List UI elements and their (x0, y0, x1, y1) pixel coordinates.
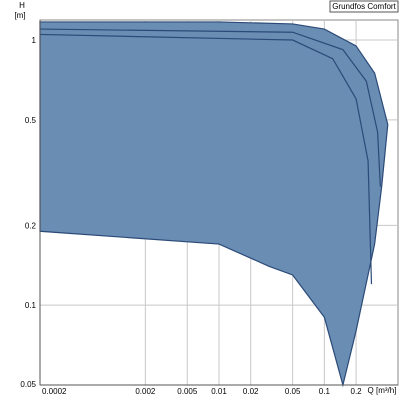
x-tick-label: 0.02 (243, 387, 259, 396)
x-axis-label: Q [m³/h] (368, 386, 397, 395)
operating-range (39, 21, 389, 388)
y-tick-label: 0.1 (25, 301, 37, 310)
y-tick-label: 0.2 (25, 221, 37, 230)
x-tick-label: 0.05 (285, 387, 301, 396)
pump-curve (39, 28, 381, 187)
x-tick-label: 0.0002 (42, 387, 67, 396)
legend-box (329, 0, 399, 13)
x-tick-label: 0.005 (177, 387, 198, 396)
pump-curve (39, 33, 373, 285)
legend-text: Grundfos Comfort (332, 2, 396, 11)
x-tick-label: 0.01 (211, 387, 227, 396)
x-tick-label: 0.002 (135, 387, 156, 396)
y-axis-label: H (19, 1, 25, 10)
y-tick-label: 0.05 (20, 380, 36, 389)
y-tick-label: 1 (32, 36, 37, 45)
y-axis-unit: [m] (14, 11, 25, 20)
y-tick-label: 0.5 (25, 116, 37, 125)
x-tick-label: 0.2 (351, 387, 363, 396)
x-tick-label: 0.1 (319, 387, 331, 396)
